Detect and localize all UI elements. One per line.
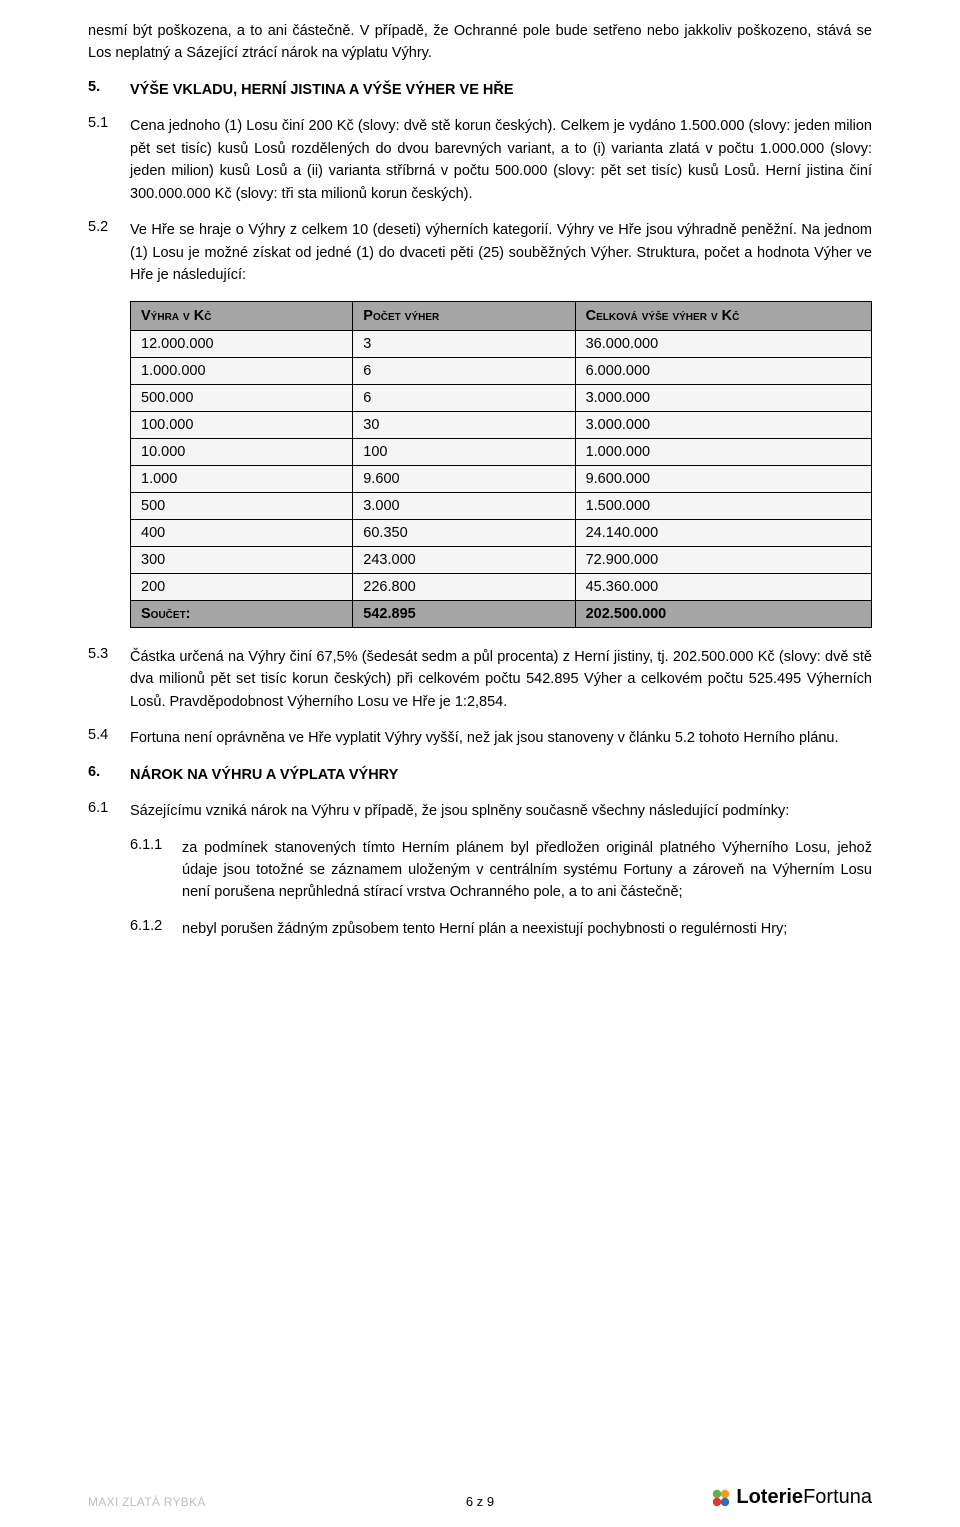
section-5-heading: VÝŠE VKLADU, HERNÍ JISTINA A VÝŠE VÝHER … — [130, 79, 872, 101]
section-6-heading-row: 6. NÁROK NA VÝHRU A VÝPLATA VÝHRY — [88, 764, 872, 786]
clover-icon — [710, 1487, 732, 1509]
logo-fortuna: Fortuna — [803, 1486, 872, 1508]
prize-table-row: 12.000.000336.000.000 — [131, 330, 872, 357]
footer-left-text: MAXI ZLATÁ RYBKA — [88, 1495, 206, 1509]
count-cell: 226.800 — [353, 573, 575, 600]
total-cell: 3.000.000 — [575, 411, 871, 438]
prize-cell: 200 — [131, 573, 353, 600]
prize-cell: 1.000 — [131, 465, 353, 492]
total-cell: 6.000.000 — [575, 357, 871, 384]
paragraph-6-1: 6.1 Sázejícímu vzniká nárok na Výhru v p… — [88, 800, 872, 822]
prize-table-row: 1.000.00066.000.000 — [131, 357, 872, 384]
intro-paragraph: nesmí být poškozena, a to ani částečně. … — [88, 20, 872, 65]
paragraph-6-1-1: 6.1.1 za podmínek stanovených tímto Hern… — [88, 837, 872, 904]
total-cell: 1.500.000 — [575, 492, 871, 519]
paragraph-6-1-2-text: nebyl porušen žádným způsobem tento Hern… — [182, 918, 872, 940]
count-cell: 9.600 — [353, 465, 575, 492]
prize-cell: 500.000 — [131, 384, 353, 411]
prize-cell: 12.000.000 — [131, 330, 353, 357]
paragraph-6-1-2-number: 6.1.2 — [130, 918, 182, 940]
paragraph-5-3: 5.3 Částka určená na Výhry činí 67,5% (š… — [88, 646, 872, 713]
paragraph-5-3-text: Částka určená na Výhry činí 67,5% (šedes… — [130, 646, 872, 713]
paragraph-5-4: 5.4 Fortuna není oprávněna ve Hře vyplat… — [88, 727, 872, 749]
prize-cell: 100.000 — [131, 411, 353, 438]
prize-cell: 1.000.000 — [131, 357, 353, 384]
total-cell: 72.900.000 — [575, 546, 871, 573]
section-6-heading: NÁROK NA VÝHRU A VÝPLATA VÝHRY — [130, 764, 872, 786]
prize-table-row: 5003.0001.500.000 — [131, 492, 872, 519]
paragraph-5-1-text: Cena jednoho (1) Losu činí 200 Kč (slovy… — [130, 115, 872, 205]
prize-cell: 10.000 — [131, 438, 353, 465]
count-cell: 30 — [353, 411, 575, 438]
total-cell: 36.000.000 — [575, 330, 871, 357]
paragraph-6-1-2: 6.1.2 nebyl porušen žádným způsobem tent… — [88, 918, 872, 940]
count-cell: 6 — [353, 357, 575, 384]
page-footer: MAXI ZLATÁ RYBKA 6 z 9 LoterieFortuna — [88, 1486, 872, 1509]
prize-cell: 400 — [131, 519, 353, 546]
paragraph-6-1-text: Sázejícímu vzniká nárok na Výhru v přípa… — [130, 800, 872, 822]
prize-table: Výhra v Kč Počet výher Celková výše výhe… — [130, 301, 872, 628]
count-cell: 6 — [353, 384, 575, 411]
paragraph-6-1-1-number: 6.1.1 — [130, 837, 182, 904]
prize-cell: 500 — [131, 492, 353, 519]
sum-count-cell: 542.895 — [353, 600, 575, 627]
paragraph-6-1-1-text: za podmínek stanovených tímto Herním plá… — [182, 837, 872, 904]
section-6-number: 6. — [88, 764, 130, 786]
count-cell: 100 — [353, 438, 575, 465]
count-cell: 243.000 — [353, 546, 575, 573]
prize-table-row: 40060.35024.140.000 — [131, 519, 872, 546]
prize-table-row: 200226.80045.360.000 — [131, 573, 872, 600]
prize-table-row: 100.000303.000.000 — [131, 411, 872, 438]
sum-label-cell: Součet: — [131, 600, 353, 627]
paragraph-5-1-number: 5.1 — [88, 115, 130, 205]
section-5-number: 5. — [88, 79, 130, 101]
prize-cell: 300 — [131, 546, 353, 573]
prize-table-total-row: Součet: 542.895 202.500.000 — [131, 600, 872, 627]
prize-table-header-row: Výhra v Kč Počet výher Celková výše výhe… — [131, 301, 872, 330]
section-5-heading-row: 5. VÝŠE VKLADU, HERNÍ JISTINA A VÝŠE VÝH… — [88, 79, 872, 101]
total-cell: 24.140.000 — [575, 519, 871, 546]
col-header-count: Počet výher — [353, 301, 575, 330]
paragraph-5-2-text: Ve Hře se hraje o Výhry z celkem 10 (des… — [130, 219, 872, 286]
prize-table-row: 1.0009.6009.600.000 — [131, 465, 872, 492]
total-cell: 45.360.000 — [575, 573, 871, 600]
logo-loterie: Loterie — [736, 1486, 803, 1508]
paragraph-5-4-text: Fortuna není oprávněna ve Hře vyplatit V… — [130, 727, 872, 749]
total-cell: 9.600.000 — [575, 465, 871, 492]
col-header-total: Celková výše výher v Kč — [575, 301, 871, 330]
paragraph-5-3-number: 5.3 — [88, 646, 130, 713]
prize-table-row: 500.00063.000.000 — [131, 384, 872, 411]
count-cell: 3.000 — [353, 492, 575, 519]
paragraph-5-2-number: 5.2 — [88, 219, 130, 286]
prize-table-wrapper: Výhra v Kč Počet výher Celková výše výhe… — [88, 301, 872, 628]
footer-page-number: 6 z 9 — [466, 1494, 494, 1509]
col-header-prize: Výhra v Kč — [131, 301, 353, 330]
document-page: nesmí být poškozena, a to ani částečně. … — [0, 0, 960, 1527]
prize-table-row: 300243.00072.900.000 — [131, 546, 872, 573]
logo-text: LoterieFortuna — [736, 1486, 872, 1509]
total-cell: 1.000.000 — [575, 438, 871, 465]
paragraph-5-4-number: 5.4 — [88, 727, 130, 749]
prize-table-row: 10.0001001.000.000 — [131, 438, 872, 465]
paragraph-6-1-number: 6.1 — [88, 800, 130, 822]
footer-logo: LoterieFortuna — [710, 1486, 872, 1509]
paragraph-5-2: 5.2 Ve Hře se hraje o Výhry z celkem 10 … — [88, 219, 872, 286]
total-cell: 3.000.000 — [575, 384, 871, 411]
count-cell: 60.350 — [353, 519, 575, 546]
sum-total-cell: 202.500.000 — [575, 600, 871, 627]
count-cell: 3 — [353, 330, 575, 357]
paragraph-5-1: 5.1 Cena jednoho (1) Losu činí 200 Kč (s… — [88, 115, 872, 205]
